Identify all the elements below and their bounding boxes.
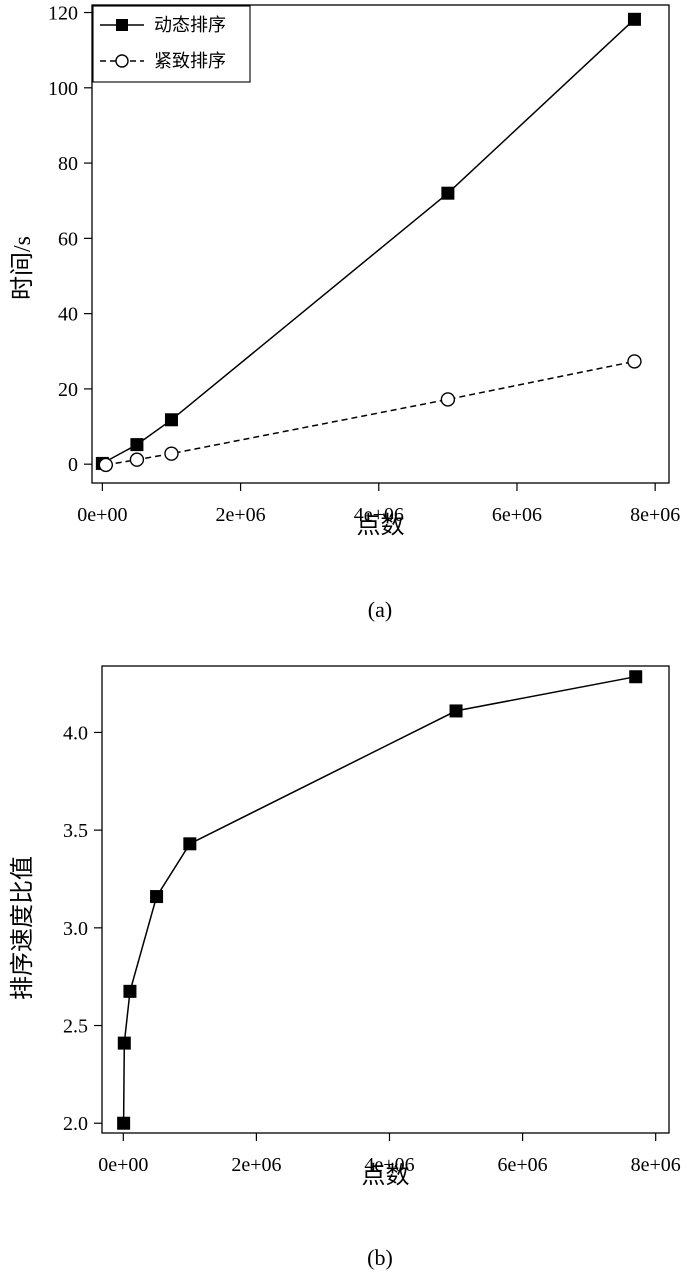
x-tick-label: 8e+06 bbox=[630, 504, 680, 526]
plot-frame bbox=[91, 4, 670, 484]
data-point bbox=[129, 452, 145, 467]
y-tick-label: 3.0 bbox=[63, 918, 88, 940]
data-point bbox=[441, 186, 455, 200]
x-tick-label: 6e+06 bbox=[498, 1154, 548, 1176]
y-tick-label: 60 bbox=[58, 228, 78, 250]
series-line bbox=[102, 18, 635, 465]
x-tick-label: 0e+00 bbox=[77, 504, 127, 526]
legend-marker bbox=[116, 19, 128, 31]
x-tick-label: 2e+06 bbox=[231, 1154, 281, 1176]
series-line bbox=[105, 360, 635, 466]
y-tick-label: 120 bbox=[48, 3, 78, 25]
x-tick-label: 4e+06 bbox=[354, 504, 404, 526]
data-point bbox=[117, 1116, 131, 1130]
data-point bbox=[627, 12, 641, 26]
x-axis-label: 点数 bbox=[357, 512, 405, 539]
y-tick-label: 2.5 bbox=[63, 1016, 88, 1038]
legend-label: 紧致排序 bbox=[154, 51, 226, 71]
legend-box bbox=[92, 5, 251, 83]
legend-label: 动态排序 bbox=[154, 15, 226, 35]
x-tick-label: 2e+06 bbox=[215, 504, 265, 526]
x-axis-label: 点数 bbox=[362, 1162, 410, 1189]
plot-frame bbox=[101, 665, 670, 1134]
x-tick-label: 4e+06 bbox=[364, 1154, 414, 1176]
y-tick-label: 2.0 bbox=[63, 1113, 88, 1135]
data-point bbox=[123, 984, 137, 998]
data-point bbox=[183, 837, 197, 851]
data-point bbox=[164, 413, 178, 427]
data-point bbox=[440, 392, 456, 407]
x-tick-label: 6e+06 bbox=[492, 504, 542, 526]
y-tick-label: 100 bbox=[48, 78, 78, 100]
x-tick-label: 0e+00 bbox=[98, 1154, 148, 1176]
data-point bbox=[130, 438, 144, 452]
legend-marker bbox=[115, 54, 129, 68]
figure-caption: (b) bbox=[367, 1245, 393, 1270]
figure-caption: (a) bbox=[368, 597, 392, 622]
y-tick-label: 4.0 bbox=[63, 722, 88, 744]
chart-a: 0e+00 2e+06 4e+06 6e+06 8e+06 0 20 40 60 80 100 120… bbox=[9, 3, 680, 622]
y-tick-label: 0 bbox=[68, 454, 78, 476]
x-tick-label: 8e+06 bbox=[631, 1154, 681, 1176]
data-point bbox=[629, 670, 643, 684]
y-axis-label: 时间/s bbox=[9, 236, 36, 300]
y-axis-label: 排序速度比值 bbox=[9, 856, 36, 1000]
y-tick-label: 40 bbox=[58, 304, 78, 326]
data-point bbox=[449, 704, 463, 718]
y-tick-label: 80 bbox=[58, 153, 78, 175]
data-point bbox=[98, 457, 114, 473]
y-tick-label: 20 bbox=[58, 379, 78, 401]
data-point bbox=[150, 890, 164, 904]
series-line bbox=[122, 675, 636, 1124]
data-point bbox=[117, 1036, 131, 1050]
data-point bbox=[627, 354, 642, 369]
chart-b: 0e+00 2e+06 4e+06 6e+06 8e+06 2.0 2.5 3.0 3.5 4.0… bbox=[9, 665, 681, 1270]
data-point bbox=[164, 446, 179, 461]
y-tick-label: 3.5 bbox=[63, 820, 88, 842]
